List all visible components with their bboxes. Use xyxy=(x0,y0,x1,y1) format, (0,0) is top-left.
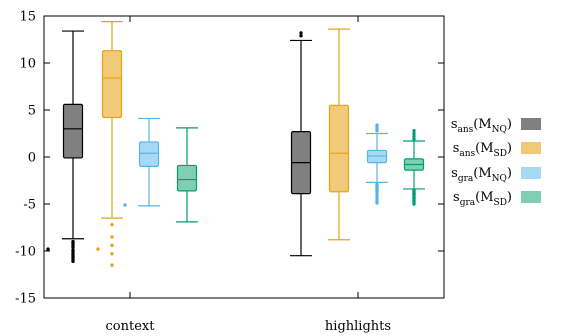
outlier-point xyxy=(71,245,75,249)
outlier-point xyxy=(412,134,416,139)
outlier-point xyxy=(412,128,416,133)
box-iqr xyxy=(138,141,160,168)
legend-label: sans(MNQ) xyxy=(451,117,512,135)
box-highlights-series-3 xyxy=(403,128,425,206)
box-context-series-2 xyxy=(123,117,160,207)
outlier-point xyxy=(110,222,114,227)
outlier-point xyxy=(299,34,303,38)
legend-swatch xyxy=(521,167,541,179)
outlier-point xyxy=(46,247,50,251)
box-highlights-series-2 xyxy=(366,123,388,205)
x-category-label: highlights xyxy=(325,319,391,334)
y-tick-label: 10 xyxy=(19,57,36,72)
outlier-point xyxy=(375,186,379,190)
box-highlights-series-1 xyxy=(328,28,350,241)
legend-swatch xyxy=(521,118,541,130)
y-tick-label: -10 xyxy=(15,245,36,260)
y-tick-label: -15 xyxy=(15,292,36,307)
x-category-label: context xyxy=(106,319,156,334)
outlier-point xyxy=(110,263,114,267)
outlier-point xyxy=(375,196,379,201)
box-iqr xyxy=(176,164,198,192)
outlier-point xyxy=(96,247,100,251)
outlier-point xyxy=(110,243,114,248)
outlier-point xyxy=(412,188,416,192)
outlier-point xyxy=(110,252,114,256)
legend-label: sgra(MNQ) xyxy=(451,166,512,184)
outlier-point xyxy=(412,131,416,136)
box-iqr xyxy=(328,104,350,193)
outlier-point xyxy=(123,203,127,207)
outlier-point xyxy=(110,235,114,239)
legend: sans(MNQ) sans(MSD) sgra(MNQ) sgra(MSD) xyxy=(451,117,541,208)
y-tick-label: 5 xyxy=(28,104,36,119)
outlier-point xyxy=(412,191,416,196)
legend-swatch xyxy=(521,191,541,203)
outlier-point xyxy=(71,259,75,264)
y-tick-label: 0 xyxy=(28,151,36,166)
box-iqr xyxy=(62,103,84,159)
y-tick-label: -5 xyxy=(23,198,36,213)
box-plots xyxy=(46,21,425,267)
box-context-series-0 xyxy=(46,30,84,264)
outlier-point xyxy=(412,137,416,141)
box-highlights-series-0 xyxy=(290,31,312,257)
legend-label: sgra(MSD) xyxy=(453,190,512,208)
box-iqr xyxy=(101,50,123,119)
box-context-series-3 xyxy=(176,127,198,223)
outlier-point xyxy=(412,202,416,206)
axes: -15 -10 -5 0 5 10 15 context highlights xyxy=(15,10,445,334)
box-context-series-1 xyxy=(96,21,123,267)
outlier-point xyxy=(375,189,379,193)
outlier-point xyxy=(375,123,379,127)
outlier-point xyxy=(375,183,379,187)
outlier-point xyxy=(375,193,379,198)
y-tick-label: 15 xyxy=(19,10,36,25)
legend-swatch xyxy=(521,142,541,154)
outlier-point xyxy=(299,31,303,35)
legend-label: sans(MSD) xyxy=(453,141,512,159)
outlier-point xyxy=(412,195,416,200)
outlier-point xyxy=(375,201,379,205)
